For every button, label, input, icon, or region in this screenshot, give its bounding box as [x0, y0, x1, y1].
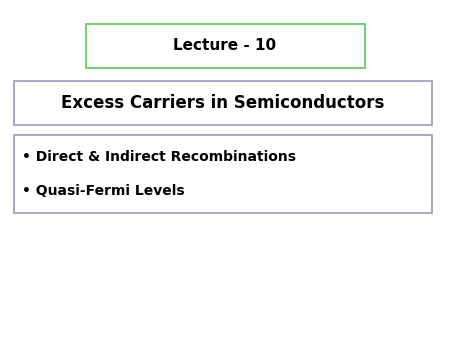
- Text: • Direct & Indirect Recombinations: • Direct & Indirect Recombinations: [22, 150, 297, 164]
- Bar: [14, 135, 432, 213]
- Bar: [14, 81, 432, 125]
- Text: Lecture - 10: Lecture - 10: [173, 38, 277, 53]
- Bar: [86, 24, 365, 68]
- Text: • Quasi-Fermi Levels: • Quasi-Fermi Levels: [22, 184, 185, 198]
- Text: Excess Carriers in Semiconductors: Excess Carriers in Semiconductors: [61, 94, 384, 112]
